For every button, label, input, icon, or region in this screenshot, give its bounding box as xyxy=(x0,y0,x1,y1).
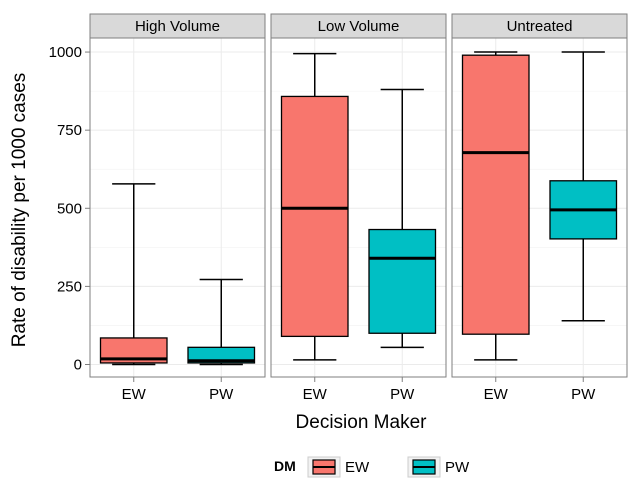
box-ew xyxy=(461,51,530,361)
x-tick-label: EW xyxy=(122,386,147,403)
facet-panel: Low Volume EW PW xyxy=(270,13,447,403)
box-body xyxy=(461,54,530,335)
box-body xyxy=(280,95,349,338)
box-body xyxy=(187,346,256,364)
y-tick-label: 0 xyxy=(74,357,82,374)
y-axis-title: Rate of disability per 1000 cases xyxy=(9,73,30,348)
x-axis-title: Decision Maker xyxy=(296,412,428,433)
facet-panels: High Volume EW PW Low Volume EW PW Untreated EW… xyxy=(89,13,628,403)
legend: DM EW PW xyxy=(274,456,470,478)
y-tick-label: 750 xyxy=(57,122,82,139)
box-pw xyxy=(549,51,618,322)
box-ew xyxy=(99,183,168,366)
x-tick-label: PW xyxy=(571,386,596,403)
panel-background xyxy=(90,38,265,377)
panel-border xyxy=(270,37,447,378)
facet-strip xyxy=(270,13,447,39)
legend-label: EW xyxy=(345,459,370,476)
facet-panel: Untreated EW PW xyxy=(451,13,628,403)
y-tick-label: 250 xyxy=(57,278,82,295)
panel-border xyxy=(89,37,266,378)
box-body xyxy=(368,228,437,334)
facet-panel: High Volume EW PW xyxy=(89,13,266,403)
legend-item-ew: EW xyxy=(307,456,370,478)
x-tick-label: PW xyxy=(209,386,234,403)
y-tick-label: 500 xyxy=(57,200,82,217)
box-ew xyxy=(280,52,349,361)
y-tick-label: 1000 xyxy=(49,44,82,61)
legend-title: DM xyxy=(274,458,296,474)
facet-strip xyxy=(451,13,628,39)
x-tick-label: EW xyxy=(484,386,509,403)
facet-strip xyxy=(89,13,266,39)
box-pw xyxy=(368,88,437,349)
panel-border xyxy=(451,37,628,378)
y-axis: 0 250 500 750 1000 xyxy=(49,44,90,374)
box-pw xyxy=(187,278,256,366)
facet-title: Untreated xyxy=(507,18,573,35)
x-tick-label: PW xyxy=(390,386,415,403)
x-tick-label: EW xyxy=(303,386,328,403)
legend-item-pw: PW xyxy=(407,456,470,478)
legend-label: PW xyxy=(445,459,470,476)
facet-title: High Volume xyxy=(135,18,220,35)
facet-title: Low Volume xyxy=(318,18,400,35)
